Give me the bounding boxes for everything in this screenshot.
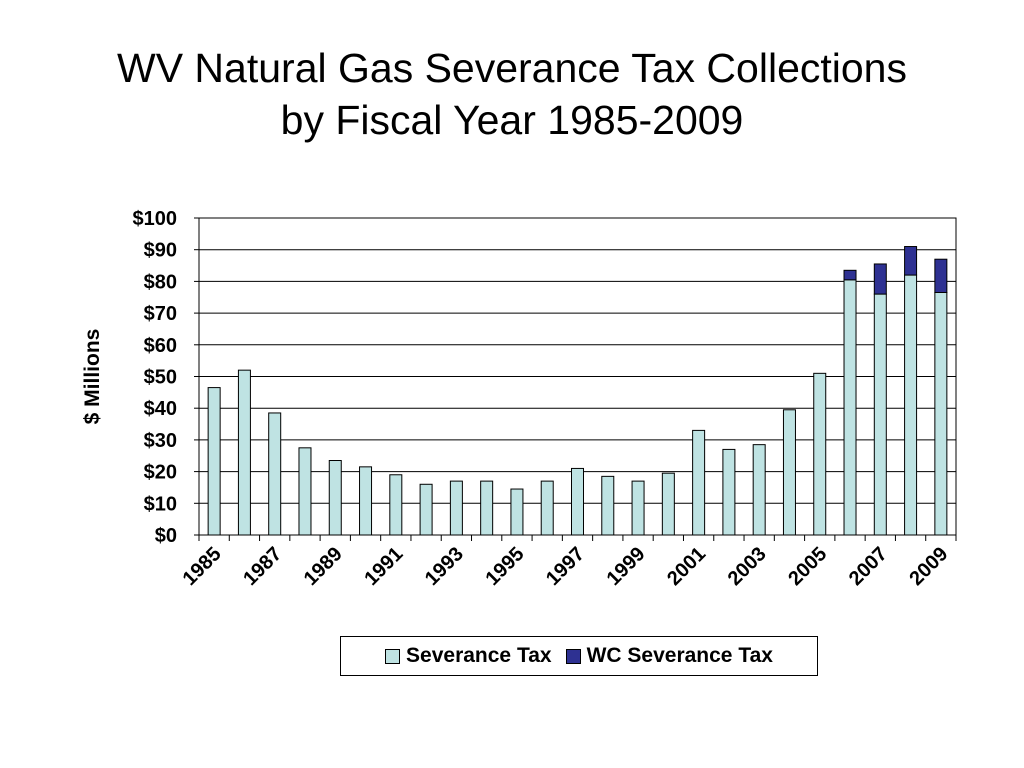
bar-severance-tax	[449, 480, 463, 536]
legend-label-severance-tax: Severance Tax	[406, 644, 552, 667]
x-tick-label: 2007	[845, 543, 892, 590]
x-tick-label: 1997	[542, 543, 589, 590]
x-tick-label: 1985	[179, 543, 226, 590]
y-tick-label: $30	[144, 430, 177, 452]
bar-severance-tax	[268, 412, 282, 536]
y-tick-label: $100	[133, 208, 178, 230]
bar-severance-tax	[843, 279, 857, 536]
x-tick-label: 1993	[421, 543, 468, 590]
y-tick-label: $80	[144, 271, 177, 293]
x-tick-label: 1989	[300, 543, 347, 590]
title-line-1: WV Natural Gas Severance Tax Collections	[117, 45, 907, 91]
y-tick-label: $70	[144, 303, 177, 325]
legend-swatch-severance-tax	[385, 648, 401, 664]
bar-severance-tax	[692, 429, 706, 536]
x-tick-label: 1987	[239, 543, 286, 590]
y-tick-label: $60	[144, 335, 177, 357]
bar-severance-tax	[934, 291, 948, 536]
legend-label-wc-severance-tax: WC Severance Tax	[586, 644, 773, 667]
legend-item-severance-tax: Severance Tax	[385, 644, 552, 668]
bar-wc-severance-tax	[873, 263, 887, 295]
bar-severance-tax	[752, 444, 766, 536]
bar-severance-tax	[328, 460, 342, 536]
bar-severance-tax	[540, 480, 554, 536]
legend-swatch-wc-severance-tax	[565, 648, 581, 664]
y-tick-label: $50	[144, 367, 177, 389]
y-tick-label: $10	[144, 493, 177, 515]
bar-severance-tax	[207, 387, 221, 536]
bar-severance-tax	[661, 472, 675, 536]
bar-severance-tax	[359, 466, 373, 536]
chart-legend: Severance Tax WC Severance Tax	[340, 636, 818, 676]
legend-item-wc-severance-tax: WC Severance Tax	[565, 644, 773, 668]
slide-title: WV Natural Gas Severance Tax Collections…	[0, 42, 1024, 146]
bar-wc-severance-tax	[934, 258, 948, 293]
x-tick-label: 1995	[481, 543, 528, 590]
bar-severance-tax	[237, 369, 251, 536]
bar-severance-tax	[631, 480, 645, 536]
bar-severance-tax	[480, 480, 494, 536]
plot-frame	[198, 217, 957, 536]
x-tick-label: 2001	[663, 543, 710, 590]
bar-severance-tax	[813, 372, 827, 536]
bar-severance-tax	[782, 409, 796, 536]
x-tick-label: 1991	[360, 543, 407, 590]
bar-severance-tax	[601, 475, 615, 536]
bar-severance-tax	[873, 293, 887, 536]
bar-severance-tax	[904, 274, 918, 536]
x-tick-label: 1999	[603, 543, 650, 590]
bar-severance-tax	[298, 447, 312, 536]
title-line-2: by Fiscal Year 1985-2009	[280, 97, 744, 143]
y-tick-label: $0	[155, 525, 177, 547]
bar-wc-severance-tax	[843, 269, 857, 281]
y-tick-label: $20	[144, 462, 177, 484]
x-tick-label: 2005	[784, 543, 831, 590]
bar-severance-tax	[419, 483, 433, 536]
bar-severance-tax	[510, 488, 524, 536]
bar-severance-tax	[722, 448, 736, 536]
x-tick-label: 2003	[724, 543, 771, 590]
bar-wc-severance-tax	[904, 246, 918, 276]
bar-severance-tax	[571, 467, 584, 536]
y-axis-label: $ Millions	[81, 329, 104, 425]
y-tick-label: $90	[144, 240, 177, 262]
y-tick-label: $40	[144, 398, 177, 420]
bar-severance-tax	[389, 474, 403, 536]
x-tick-label: 2009	[905, 543, 952, 590]
